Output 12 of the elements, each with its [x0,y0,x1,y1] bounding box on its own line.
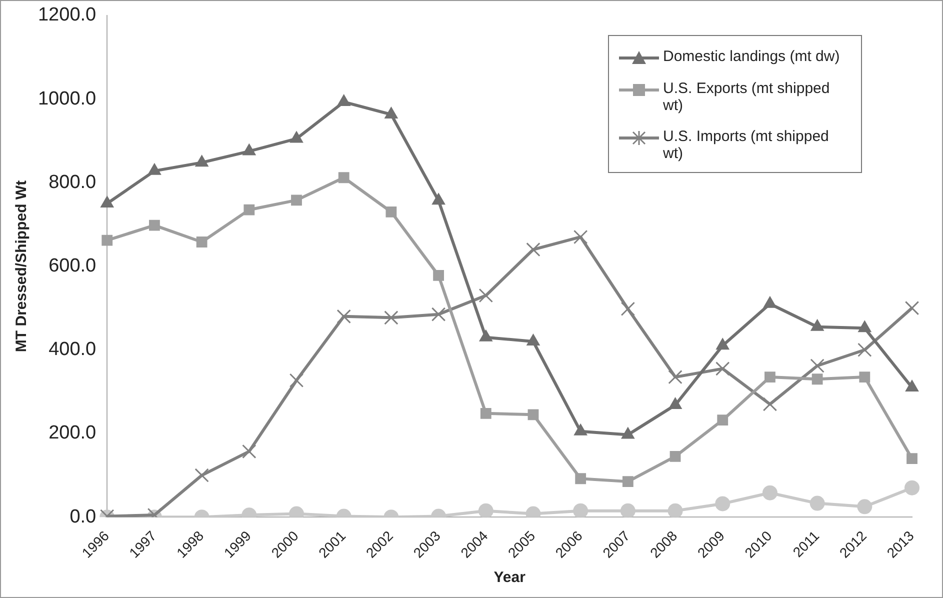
y-tick-label: 800.0 [48,172,96,193]
y-tick-label: 600.0 [48,255,96,276]
y-axis-title: MT Dressed/Shipped Wt [13,180,30,352]
legend-label: Domestic landings (mt dw) [663,48,840,66]
y-tick-label: 1200.0 [38,4,96,26]
y-tick-label: 200.0 [48,422,96,444]
legend-label: U.S. Imports (mt shipped wt) [663,128,830,162]
y-tick-label: 1000.0 [38,88,96,110]
y-tick-label: 400.0 [48,339,96,360]
x-axis-title: Year [494,569,526,586]
y-tick-label: 0.0 [70,506,96,528]
legend-label: U.S. Exports (mt shipped wt) [663,80,831,114]
